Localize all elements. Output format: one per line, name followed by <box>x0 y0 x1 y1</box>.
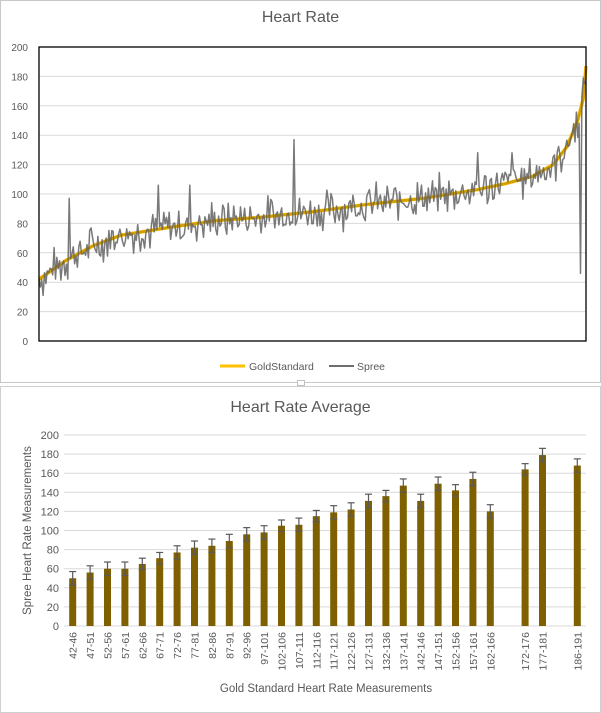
bar <box>138 563 146 626</box>
x-tick-label: 162-166 <box>485 632 497 671</box>
x-tick-label: 67-71 <box>155 632 167 659</box>
bar <box>469 478 477 626</box>
x-tick-label: 97-101 <box>259 632 271 665</box>
bar <box>417 500 425 626</box>
bar <box>365 500 372 626</box>
x-tick-label: 72-76 <box>172 632 184 659</box>
y-tick-label: 160 <box>11 102 28 113</box>
x-tick-label: 137-141 <box>398 632 410 671</box>
bar <box>399 485 407 626</box>
y-tick-label: 80 <box>47 545 59 557</box>
bar-chart: 0 20 40 60 80 100 120 140 160 180 200 42-46 47-51 52-… <box>22 430 586 695</box>
x-tick-label: 157-161 <box>468 632 480 671</box>
bar <box>521 469 529 626</box>
series-line-spree <box>38 77 587 297</box>
x-tick-label: 107-111 <box>294 632 306 669</box>
bar <box>225 541 233 626</box>
bar <box>312 516 320 626</box>
bar <box>121 568 129 626</box>
x-tick-label: 147-151 <box>433 632 445 671</box>
y-tick-label: 120 <box>11 161 28 172</box>
x-tick-label: 152-156 <box>451 632 463 671</box>
x-tick-label: 177-181 <box>538 632 550 671</box>
y-tick-label: 20 <box>17 308 29 319</box>
bar <box>156 558 164 626</box>
y-tick-label: 200 <box>11 43 28 54</box>
x-tick-label: 127-131 <box>364 632 376 671</box>
y-tick-label: 140 <box>11 131 28 142</box>
y-tick-label: 60 <box>17 249 29 260</box>
y-tick-label: 120 <box>41 506 59 518</box>
series-overlap-shade <box>38 65 588 281</box>
x-tick-label: 132-136 <box>381 632 393 671</box>
x-tick-label: 87-91 <box>224 632 236 659</box>
y-tick-label: 100 <box>11 190 28 201</box>
bar <box>295 524 303 626</box>
bar <box>260 532 268 626</box>
chart-title: Heart Rate <box>261 9 340 26</box>
line-chart: 0 20 40 60 80 100 120 140 160 180 200 GoldStandard S… <box>11 43 588 373</box>
y-tick-label: 100 <box>41 526 59 538</box>
y-tick-label: 80 <box>17 219 29 230</box>
y-tick-label: 20 <box>47 602 59 614</box>
resize-handle[interactable] <box>297 380 305 386</box>
y-tick-label: 180 <box>11 72 28 83</box>
x-tick-label: 122-126 <box>346 632 358 671</box>
heart-rate-chart-panel[interactable]: Heart Rate 0 20 40 60 80 100 120 140 160 180 200 Go… <box>0 0 601 383</box>
bar <box>539 455 546 626</box>
x-tick-label: 117-121 <box>329 632 341 670</box>
bar <box>278 525 285 626</box>
x-tick-label: 47-51 <box>85 632 97 659</box>
x-tick-label: 142-146 <box>416 632 428 671</box>
bar <box>104 568 111 626</box>
x-tick-label: 52-56 <box>103 632 115 659</box>
bar <box>573 465 581 626</box>
legend-label-spree: Spree <box>357 361 385 373</box>
x-tick-label: 57-61 <box>120 632 132 659</box>
x-tick-label: 172-176 <box>520 632 532 671</box>
y-tick-label: 0 <box>53 621 59 633</box>
legend-label-goldstandard: GoldStandard <box>249 361 314 373</box>
x-tick-label: 112-116 <box>311 632 323 669</box>
x-tick-label: 102-106 <box>277 632 289 671</box>
y-tick-label: 40 <box>47 583 59 595</box>
bar <box>173 552 181 626</box>
x-tick-label: 186-191 <box>572 632 584 671</box>
x-tick-label: 77-81 <box>190 632 202 659</box>
y-tick-label: 200 <box>41 430 59 442</box>
x-axis-title: Gold Standard Heart Rate Measurements <box>220 683 432 695</box>
y-tick-label: 160 <box>41 468 59 480</box>
y-tick-label: 60 <box>47 564 59 576</box>
heart-rate-average-chart-panel[interactable]: Heart Rate Average 0 20 40 60 80 100 120 140 160… <box>0 386 601 713</box>
x-tick-label: 62-66 <box>137 632 149 659</box>
bar <box>243 534 251 626</box>
chart-title: Heart Rate Average <box>230 399 371 416</box>
plot-area-border <box>38 46 587 342</box>
bar <box>69 578 77 626</box>
y-tick-label: 140 <box>41 487 59 499</box>
bar <box>191 547 198 626</box>
y-tick-label: 180 <box>41 449 59 461</box>
bar <box>434 483 442 626</box>
bar <box>208 545 216 626</box>
bar <box>347 509 355 626</box>
x-tick-label: 42-46 <box>68 632 80 659</box>
x-tick-label: 82-86 <box>207 632 219 659</box>
y-axis-title: Spree Heart Rate Measurements <box>22 446 34 615</box>
y-tick-label: 40 <box>17 278 29 289</box>
y-tick-label: 0 <box>22 337 28 348</box>
series-line-goldstandard <box>37 65 588 281</box>
bar <box>382 496 390 626</box>
bar <box>486 511 494 626</box>
bar <box>330 512 338 626</box>
x-tick-label: 92-96 <box>242 632 254 659</box>
bar <box>86 572 94 626</box>
bar <box>452 490 459 626</box>
